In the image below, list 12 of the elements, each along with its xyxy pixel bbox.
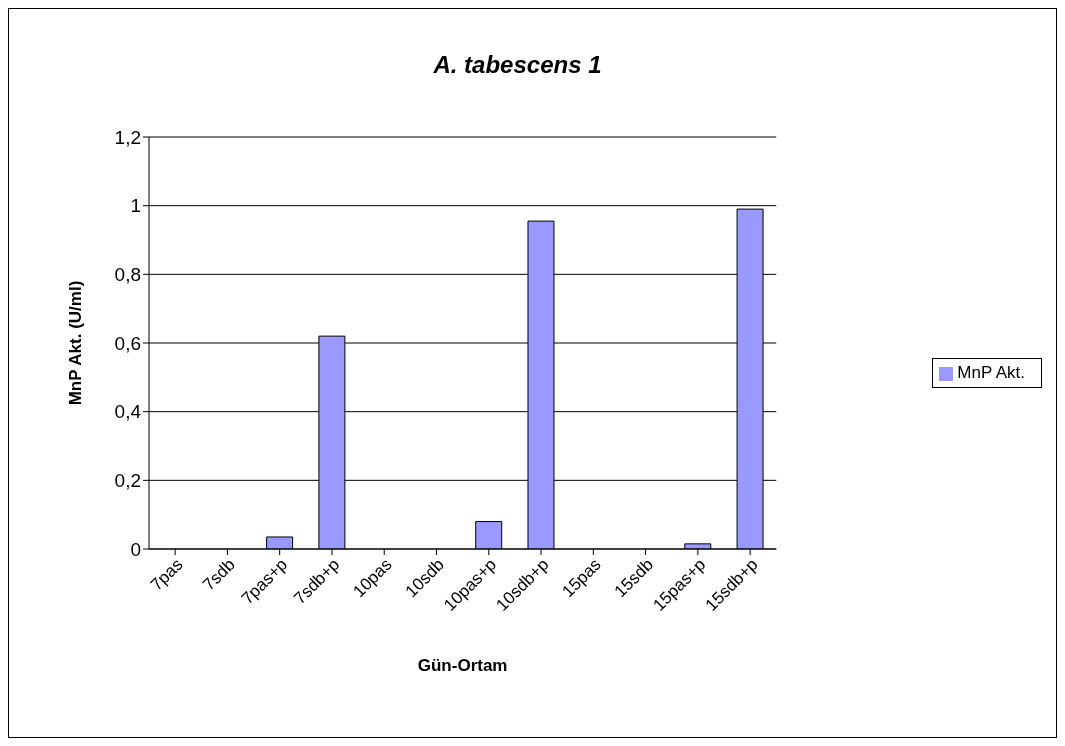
chart-title: A. tabescens 1 (432, 51, 603, 79)
y-tick-label: 0,2 (114, 470, 141, 492)
x-axis-title: Gün-Ortam (417, 656, 508, 675)
y-tick-label: 0,6 (114, 332, 141, 354)
x-tick-label: 7sdb (199, 554, 239, 595)
y-tick-label: 0,4 (114, 401, 142, 423)
legend-label: MnP Akt. (957, 363, 1025, 382)
y-tick-label: 0,8 (114, 264, 141, 286)
y-tick-label: 1,2 (114, 126, 141, 148)
y-axis-title: MnP Akt. (U/ml) (66, 280, 86, 406)
y-tick-label: 1 (130, 195, 141, 217)
y-tick-label: 0 (130, 538, 141, 560)
